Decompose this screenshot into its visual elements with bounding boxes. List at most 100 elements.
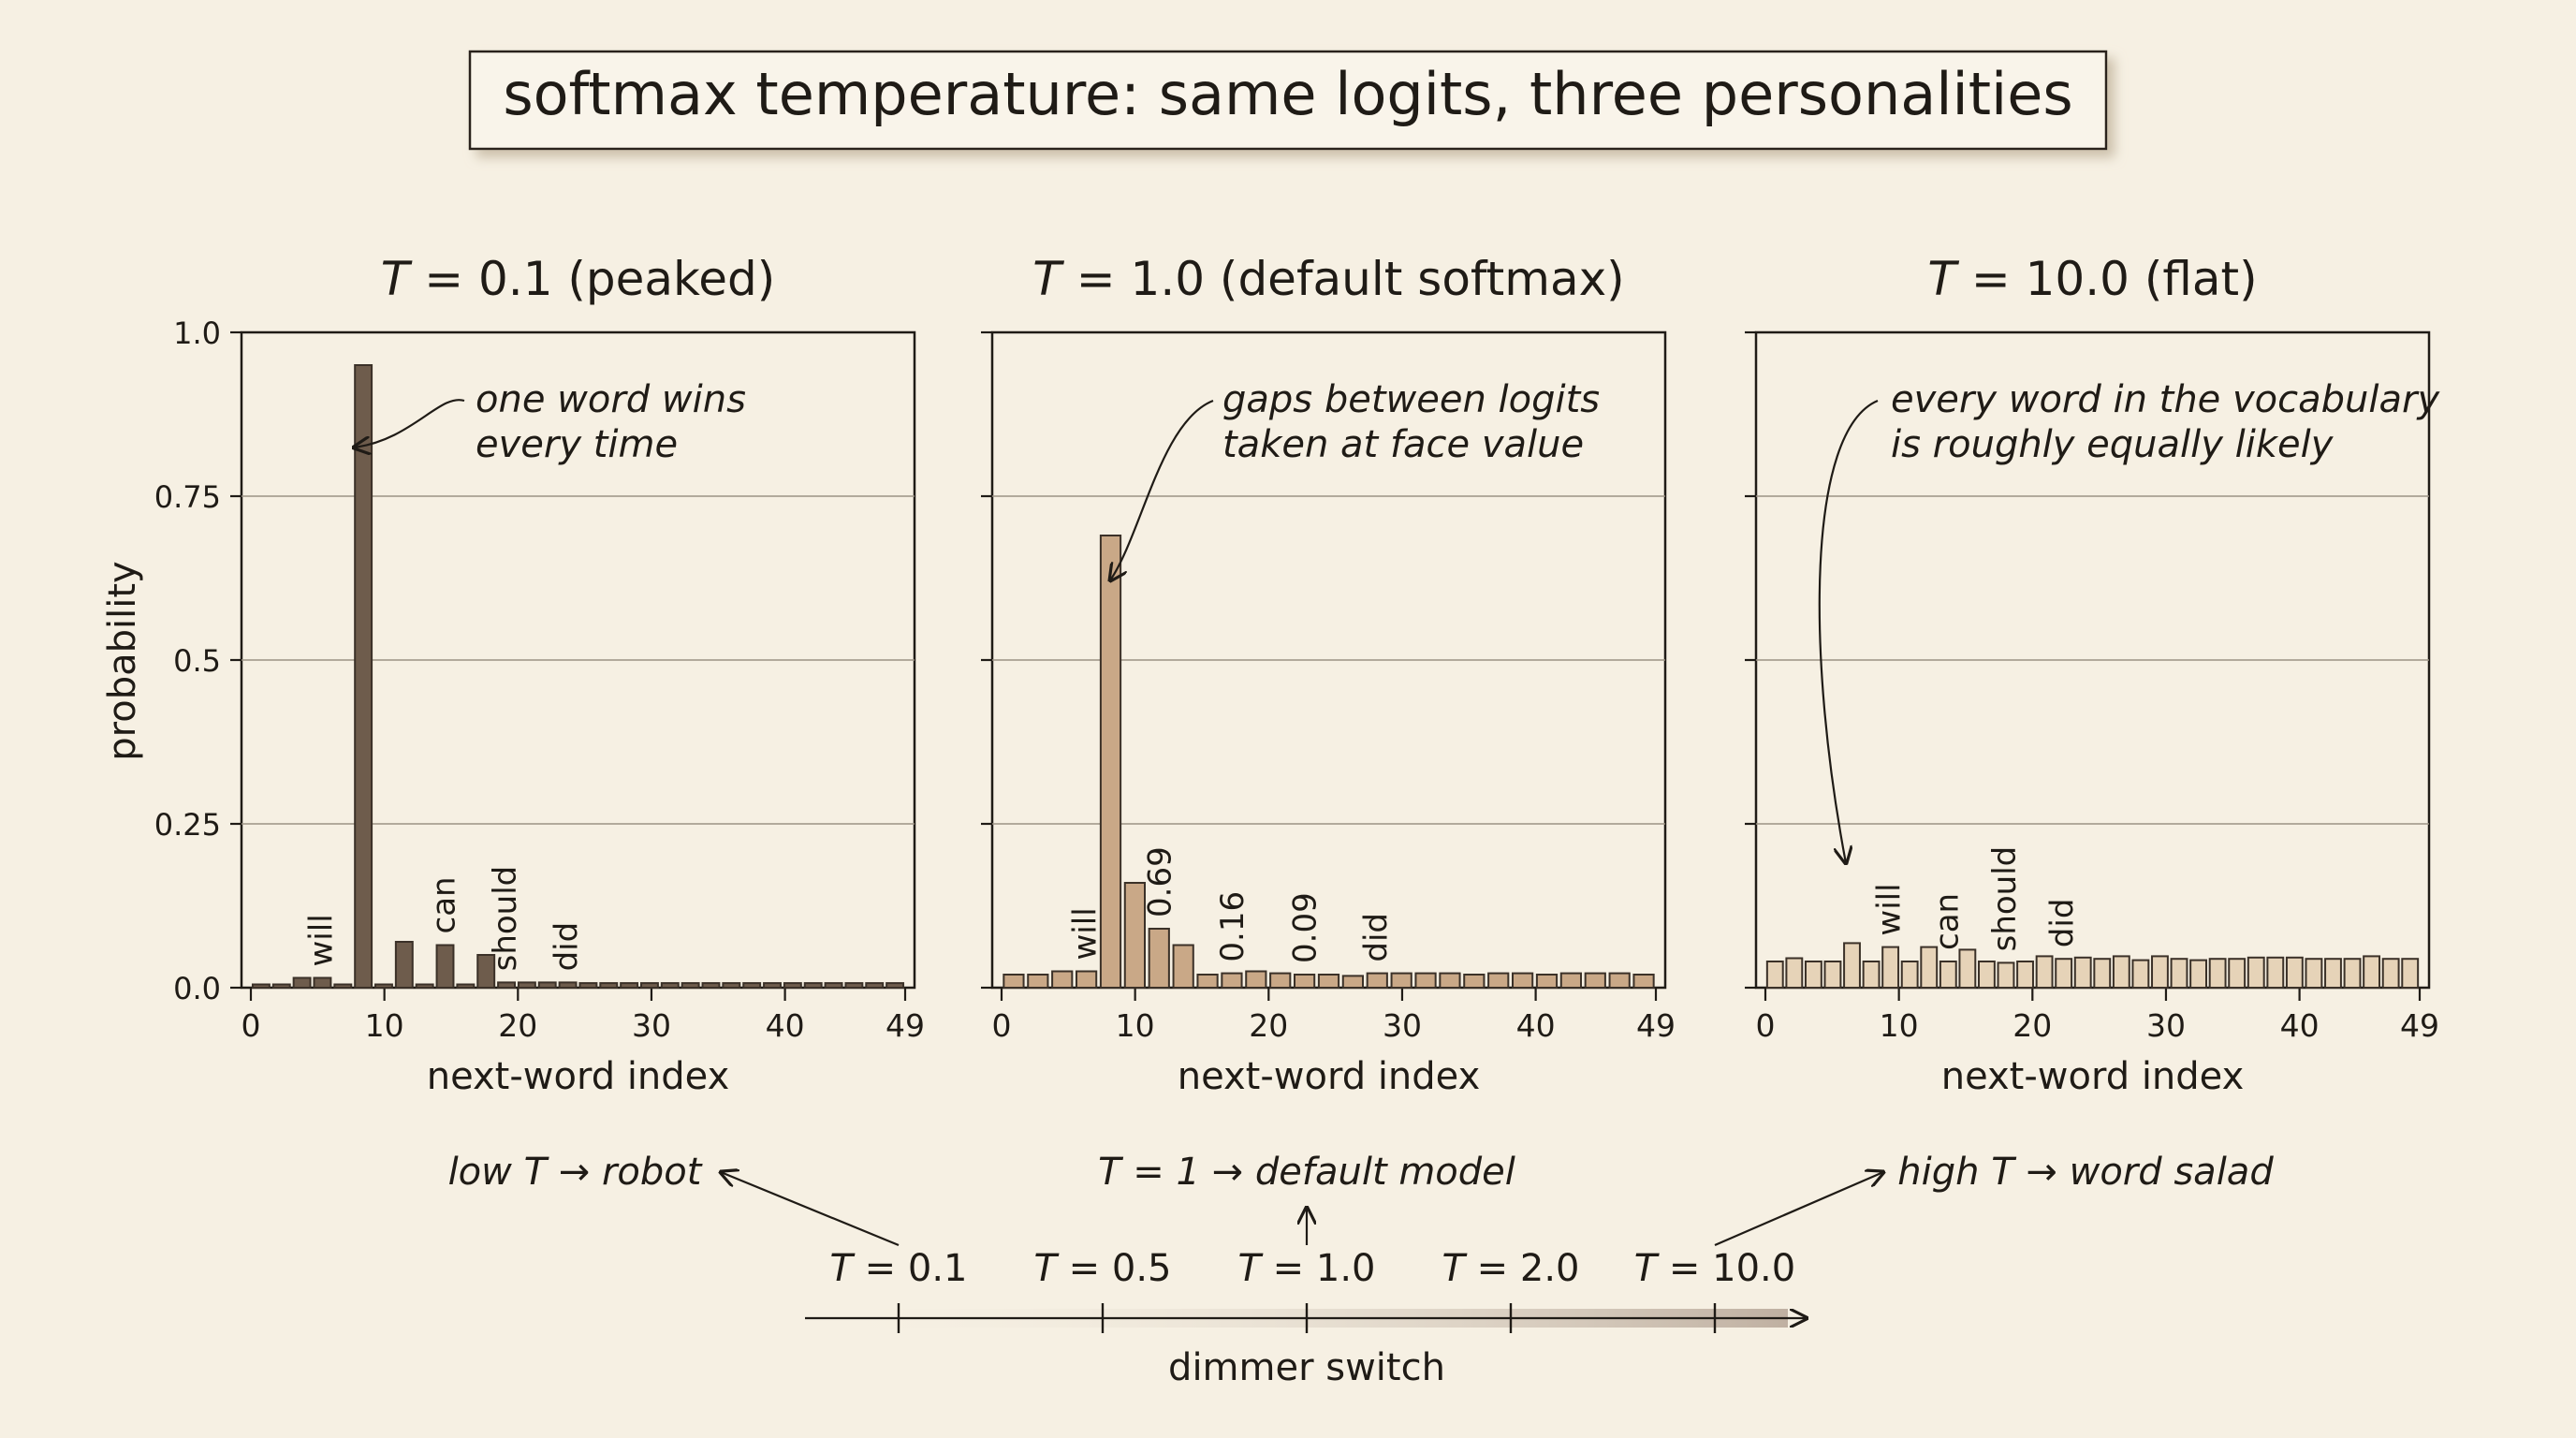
bar xyxy=(722,982,741,989)
bar xyxy=(1958,948,1977,990)
bar xyxy=(1584,972,1606,989)
panel-title-text: = 10.0 (flat) xyxy=(1956,252,2258,306)
bar xyxy=(1293,974,1316,989)
y-tick-label: 0.75 xyxy=(154,479,221,515)
bar xyxy=(271,983,291,989)
bar xyxy=(1920,946,1939,989)
bar xyxy=(1804,961,1822,989)
dimmer-tick-variable: T xyxy=(830,1247,856,1290)
panel-title-text: = 0.1 (peaked) xyxy=(409,252,775,306)
dimmer-tick-variable: T xyxy=(1238,1247,1265,1290)
word-label: will xyxy=(1871,883,1909,935)
bar xyxy=(1196,974,1219,989)
annotation-text: one word wins xyxy=(476,378,746,421)
annotation-text: taken at face value xyxy=(1222,423,1584,466)
x-tick-label: 49 xyxy=(886,1007,925,1044)
bar xyxy=(1823,961,1842,989)
bar xyxy=(639,982,659,989)
bar xyxy=(1559,972,1583,989)
dimmer-left-arrow xyxy=(721,1172,900,1247)
x-tick-label: 49 xyxy=(1636,1007,1676,1044)
bar xyxy=(1785,957,1804,989)
bar xyxy=(578,982,598,989)
panel-title: T = 0.1 (peaked) xyxy=(381,252,775,306)
panel-2: 0 10 20 30 40 49 will did 0.69 0.16 0.09 T = 1.0 (d… xyxy=(981,252,1676,1098)
bar xyxy=(1439,972,1461,989)
x-tick-label: 49 xyxy=(2400,1007,2439,1044)
x-tick-label: 20 xyxy=(2012,1007,2052,1044)
bar xyxy=(803,982,823,989)
bar xyxy=(313,976,332,989)
bar xyxy=(2208,958,2227,989)
bar xyxy=(1463,974,1486,989)
chart-title: softmax temperature: same logits, three … xyxy=(503,60,2072,128)
bar xyxy=(1269,972,1292,989)
bar xyxy=(660,982,680,989)
x-tick-label: 30 xyxy=(632,1007,671,1044)
annotation-arrow xyxy=(1818,399,1879,863)
bar xyxy=(599,982,619,989)
panel-title-variable: T xyxy=(1032,252,1064,306)
bar xyxy=(1632,974,1655,989)
x-tick-label: 10 xyxy=(1116,1007,1155,1044)
word-label: can xyxy=(1928,893,1966,950)
bar xyxy=(517,981,536,990)
x-tick-label: 0 xyxy=(992,1007,1012,1044)
bar xyxy=(2016,961,2034,989)
annotation-arrow xyxy=(1110,399,1214,580)
word-label: should xyxy=(487,866,524,972)
x-tick-label: 10 xyxy=(365,1007,404,1044)
bar xyxy=(1535,974,1559,989)
bar xyxy=(742,982,762,989)
bar xyxy=(2381,958,2400,989)
x-tick-label: 20 xyxy=(498,1007,537,1044)
word-label: did xyxy=(1357,913,1395,962)
x-tick-label: 40 xyxy=(2280,1007,2320,1044)
bar xyxy=(763,982,782,989)
bar xyxy=(1390,972,1412,989)
dimmer-tick-variable: T xyxy=(1034,1247,1061,1290)
bar xyxy=(1003,974,1025,989)
bar xyxy=(374,983,393,989)
bar xyxy=(2035,955,2054,990)
bar xyxy=(1997,961,2015,990)
value-label: 0.69 xyxy=(1141,846,1178,917)
dimmer-tick-value: = 10.0 xyxy=(1657,1247,1795,1290)
bar xyxy=(2247,956,2265,989)
bar xyxy=(1172,944,1194,989)
word-label: did xyxy=(549,922,586,972)
dimmer-tick-value: = 0.5 xyxy=(1057,1247,1172,1290)
bar xyxy=(701,982,721,989)
bar xyxy=(1123,882,1147,989)
value-label: 0.09 xyxy=(1287,892,1325,963)
panel-3: 0 10 20 30 40 49 will can should did T = 10.0 (fla… xyxy=(1745,252,2440,1098)
dimmer-tick-value: = 0.1 xyxy=(853,1247,968,1290)
bar xyxy=(2112,955,2130,990)
bar xyxy=(1939,961,1957,989)
bar xyxy=(1099,535,1122,989)
x-axis-label: next-word index xyxy=(1941,1055,2245,1098)
x-tick-label: 0 xyxy=(1756,1007,1776,1044)
bar xyxy=(2324,958,2342,989)
bar xyxy=(2266,956,2285,989)
bar xyxy=(2363,955,2381,990)
bar xyxy=(456,983,476,989)
bar xyxy=(783,982,802,989)
bar xyxy=(333,983,353,989)
bar xyxy=(1881,946,1900,989)
bar xyxy=(1075,970,1098,989)
annotation-text: every word in the vocabulary xyxy=(1891,378,2440,421)
bar xyxy=(824,982,843,989)
bar xyxy=(292,976,312,989)
bar xyxy=(2228,958,2247,989)
bar xyxy=(558,981,578,990)
bar xyxy=(2401,958,2420,989)
bar xyxy=(1843,942,1861,990)
panel-title: T = 10.0 (flat) xyxy=(1927,252,2257,306)
bar xyxy=(2131,959,2150,989)
word-label: will xyxy=(1067,907,1105,960)
bar xyxy=(1977,961,1996,989)
bar xyxy=(1900,961,1919,989)
